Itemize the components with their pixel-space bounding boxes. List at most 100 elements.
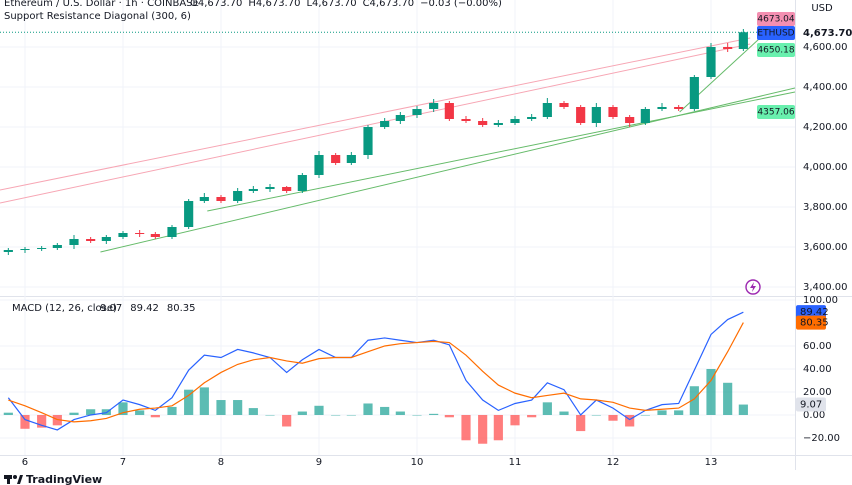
histogram-bar xyxy=(608,414,618,421)
candle-body xyxy=(199,197,209,201)
symbol-title: Ethereum / U.S. Dollar · 1h · COINBASE xyxy=(4,0,199,9)
histogram-bar xyxy=(625,414,635,427)
candle-body xyxy=(689,77,699,109)
histogram-bar xyxy=(412,414,422,416)
candle-body xyxy=(640,109,650,123)
grid xyxy=(0,0,795,455)
histogram-bar xyxy=(576,414,586,432)
trendline xyxy=(207,91,795,212)
candle-body xyxy=(412,109,422,115)
y-tick-label: 20.00 xyxy=(803,387,832,398)
macd-line xyxy=(7,311,744,431)
x-tick-label: 13 xyxy=(705,457,718,468)
y-tick-label: 3,800.00 xyxy=(803,202,848,213)
histogram-bar xyxy=(150,414,160,418)
candle-body xyxy=(118,233,128,237)
price-label: 4650.18 xyxy=(757,46,794,56)
candle-body xyxy=(69,239,79,245)
histogram-bar xyxy=(478,414,488,444)
histogram-bar xyxy=(184,389,194,415)
histogram-bar xyxy=(346,414,356,416)
price-label: ETHUSD xyxy=(757,29,794,39)
histogram-bar xyxy=(527,414,537,418)
ohlc-value: O4,673.70 xyxy=(190,0,242,9)
axis-unit: USD xyxy=(811,3,833,14)
histogram-bar xyxy=(248,408,258,415)
histogram-bar xyxy=(689,386,699,415)
histogram-bar xyxy=(265,414,275,416)
macd-pane xyxy=(3,311,748,444)
y-tick-label: 3,600.00 xyxy=(803,242,848,253)
candle-body xyxy=(167,227,177,237)
candle-body xyxy=(37,248,47,249)
histogram-bar xyxy=(444,414,454,418)
candle-body xyxy=(346,155,356,163)
histogram-bar xyxy=(69,412,79,415)
axes: 3,400.00 3,600.00 3,800.00 4,000.00 4,200.00… xyxy=(22,12,852,468)
price-label: 4357.06 xyxy=(757,108,794,118)
value-box xyxy=(796,397,826,412)
macd-header-value: 9.07 xyxy=(100,303,122,314)
trendline xyxy=(0,37,751,191)
alert-icon xyxy=(745,279,761,295)
histogram-bar xyxy=(380,406,390,415)
x-tick-label: 11 xyxy=(509,457,522,468)
histogram-bar xyxy=(493,414,503,441)
candle-body xyxy=(723,47,733,49)
candle-body xyxy=(542,103,552,117)
histogram-bar xyxy=(297,411,307,415)
value-box-label: 80.35 xyxy=(800,318,829,329)
candle-body xyxy=(184,201,194,227)
histogram-bar xyxy=(118,402,128,415)
y-tick-label: 4,600.00 xyxy=(803,42,848,53)
histogram-bar xyxy=(199,387,209,415)
histogram-bar xyxy=(20,414,30,429)
histogram-bar xyxy=(738,404,748,415)
candle-body xyxy=(363,127,373,155)
candle-body xyxy=(150,234,160,237)
price-label-box xyxy=(757,105,795,119)
candle-body xyxy=(297,175,307,191)
x-tick-label: 12 xyxy=(607,457,620,468)
macd-title: MACD (12, 26, close) xyxy=(12,303,117,314)
candle-body xyxy=(674,107,684,109)
candle-body xyxy=(20,249,30,250)
histogram-bar xyxy=(314,405,324,415)
histogram-bar xyxy=(461,414,471,441)
candle-body xyxy=(444,103,454,119)
y-tick-label: 0.00 xyxy=(803,410,825,421)
candle-body xyxy=(510,119,520,123)
candle-body xyxy=(395,115,405,121)
candle-body xyxy=(429,103,439,109)
candle-body xyxy=(216,197,226,201)
price-label-box xyxy=(757,26,795,40)
histogram-bar xyxy=(3,412,13,415)
candle-body xyxy=(86,239,96,241)
candle-body xyxy=(331,155,341,163)
histogram-bar xyxy=(723,382,733,415)
y-tick-label: 60.00 xyxy=(803,341,832,352)
price-pane xyxy=(0,28,795,255)
y-tick-label: −20.00 xyxy=(803,433,840,444)
candle-body xyxy=(591,107,601,123)
x-tick-label: 7 xyxy=(120,457,126,468)
candle-body xyxy=(135,233,145,234)
ohlc-value: H4,673.70 xyxy=(248,0,300,9)
value-box xyxy=(796,315,826,330)
x-tick-label: 6 xyxy=(22,457,28,468)
candle-body xyxy=(52,245,62,248)
ohlc-value: −0.03 (−0.00%) xyxy=(420,0,502,9)
candle-body xyxy=(282,187,292,191)
x-tick-label: 10 xyxy=(411,457,424,468)
brand-name: TradingView xyxy=(26,473,102,485)
price-label-box xyxy=(757,12,795,26)
candle-body xyxy=(265,187,275,189)
trendline xyxy=(0,43,751,204)
candle-body xyxy=(706,47,716,77)
brand-logo: TradingView xyxy=(4,473,102,485)
histogram-bar xyxy=(542,402,552,415)
macd-header-value: 89.42 xyxy=(130,303,159,314)
candle-body xyxy=(478,121,488,125)
histogram-bar xyxy=(331,414,341,416)
